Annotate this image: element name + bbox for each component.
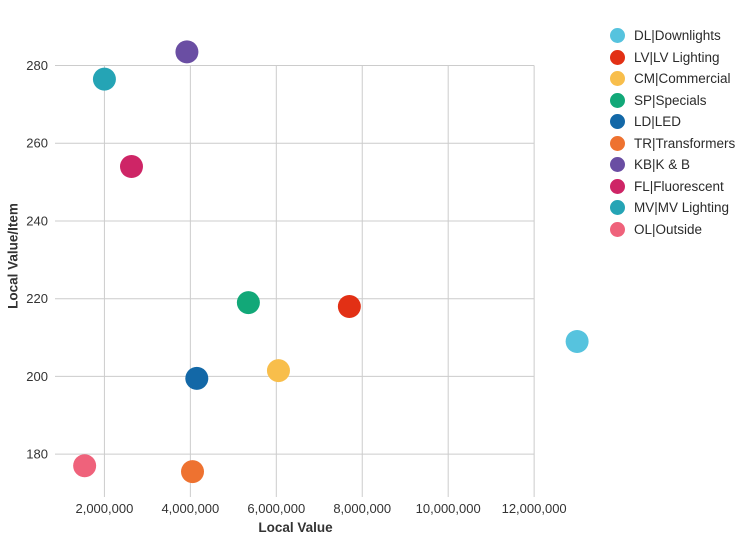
y-axis-title: Local Value/Item xyxy=(5,203,21,309)
legend-label: FL|Fluorescent xyxy=(634,178,724,194)
point-ld[interactable] xyxy=(185,366,209,390)
x-tick-label: 12,000,000 xyxy=(502,501,567,516)
legend-item-cm[interactable]: CM|Commercial xyxy=(610,68,735,90)
y-tick-label: 280 xyxy=(26,58,48,73)
legend-item-kb[interactable]: KB|K & B xyxy=(610,154,735,176)
y-tick-label: 180 xyxy=(26,447,48,462)
legend-item-ld[interactable]: LD|LED xyxy=(610,111,735,133)
point-mv[interactable] xyxy=(92,67,116,91)
y-tick-label: 260 xyxy=(26,136,48,151)
legend-swatch-icon xyxy=(610,178,625,194)
legend-label: SP|Specials xyxy=(634,92,707,108)
legend-label: OL|Outside xyxy=(634,221,703,237)
legend-label: KB|K & B xyxy=(634,157,691,173)
legend-item-dl[interactable]: DL|Downlights xyxy=(610,25,735,47)
x-tick-label: 4,000,000 xyxy=(161,501,219,516)
point-dl[interactable] xyxy=(565,329,589,353)
legend-swatch-icon xyxy=(610,114,625,130)
legend-label: MV|MV Lighting xyxy=(634,200,730,216)
legend-label: CM|Commercial xyxy=(634,71,731,87)
y-tick-label: 200 xyxy=(26,369,48,384)
legend-item-mv[interactable]: MV|MV Lighting xyxy=(610,197,735,219)
x-tick-label: 10,000,000 xyxy=(416,501,481,516)
legend-item-sp[interactable]: SP|Specials xyxy=(610,90,735,112)
legend-item-fl[interactable]: FL|Fluorescent xyxy=(610,176,735,198)
legend-label: DL|Downlights xyxy=(634,28,721,44)
legend-swatch-icon xyxy=(610,157,625,173)
legend-swatch-icon xyxy=(610,135,625,151)
legend-swatch-icon xyxy=(610,28,625,44)
point-sp[interactable] xyxy=(236,291,260,315)
point-fl[interactable] xyxy=(119,155,143,179)
legend-label: LV|LV Lighting xyxy=(634,49,720,65)
y-tick-label: 220 xyxy=(26,291,48,306)
legend-swatch-icon xyxy=(610,49,625,65)
x-tick-label: 2,000,000 xyxy=(75,501,133,516)
point-ol[interactable] xyxy=(73,454,97,478)
x-axis-title: Local Value xyxy=(258,520,333,535)
x-tick-label: 8,000,000 xyxy=(333,501,391,516)
legend-swatch-icon xyxy=(610,71,625,87)
legend-item-ol[interactable]: OL|Outside xyxy=(610,219,735,241)
point-kb[interactable] xyxy=(175,40,199,64)
legend-item-lv[interactable]: LV|LV Lighting xyxy=(610,47,735,69)
point-tr[interactable] xyxy=(181,460,205,484)
point-cm[interactable] xyxy=(266,359,290,383)
legend-label: LD|LED xyxy=(634,114,682,130)
x-tick-label: 6,000,000 xyxy=(247,501,305,516)
legend-item-tr[interactable]: TR|Transformers xyxy=(610,133,735,155)
point-lv[interactable] xyxy=(337,294,361,318)
legend-label: TR|Transformers xyxy=(634,135,736,151)
y-tick-label: 240 xyxy=(26,213,48,228)
legend-swatch-icon xyxy=(610,92,625,108)
legend-swatch-icon xyxy=(610,221,625,237)
legend-swatch-icon xyxy=(610,200,625,216)
legend: DL|Downlights LV|LV Lighting CM|Commercial… xyxy=(610,25,735,240)
